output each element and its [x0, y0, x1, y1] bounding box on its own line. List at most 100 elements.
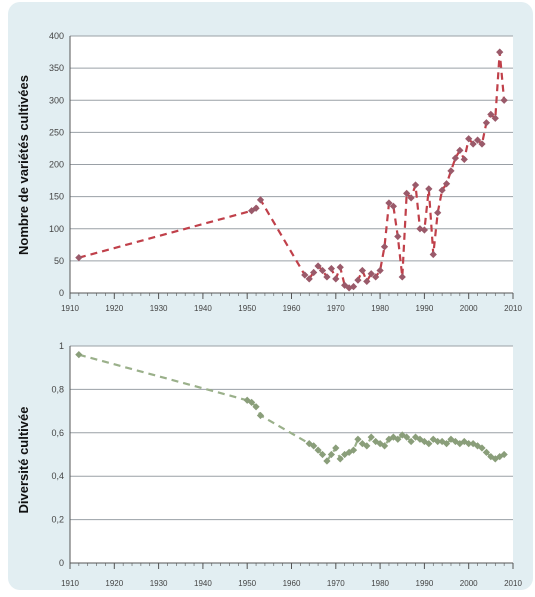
- y-tick-label: 0,4: [51, 471, 64, 481]
- data-point: [500, 96, 508, 104]
- y-tick-label: 0,8: [51, 384, 64, 394]
- data-point: [403, 189, 411, 198]
- data-point: [487, 110, 495, 119]
- x-tick-label: 1990: [416, 304, 434, 313]
- x-ticks: [69, 293, 514, 299]
- data-point: [451, 154, 460, 162]
- x-tick-label: 1980: [371, 579, 389, 588]
- x-tick-label: 2010: [504, 304, 522, 313]
- data-point: [336, 263, 344, 271]
- x-ticks: [69, 563, 514, 569]
- data-point: [420, 226, 429, 234]
- data-point: [482, 119, 491, 127]
- data-point: [363, 442, 371, 450]
- x-tick-label: 1930: [150, 579, 168, 588]
- x-tick-label: 1980: [371, 304, 389, 313]
- y-tick-label: 0: [59, 288, 64, 298]
- data-point: [496, 48, 504, 56]
- data-point: [358, 440, 367, 448]
- data-point: [407, 437, 415, 446]
- data-point: [425, 185, 433, 193]
- data-point: [341, 281, 349, 289]
- data-point: [442, 440, 451, 448]
- x-tick-label: 1920: [105, 579, 123, 588]
- data-point: [385, 199, 393, 207]
- x-tick-label: 1930: [150, 304, 168, 313]
- y-tick-label: 1: [59, 341, 64, 351]
- x-tick-label: 2010: [504, 579, 522, 588]
- x-tick-label: 1940: [194, 304, 212, 313]
- variety-count-chart: 0 50 100 150 200 250 300 350 400 1910 1920 1930 1940…: [16, 31, 522, 313]
- data-point: [380, 442, 389, 450]
- x-tick-label: 1960: [283, 304, 301, 313]
- data-point: [465, 135, 473, 143]
- data-point: [482, 448, 491, 456]
- y-tick-label: 0,6: [51, 428, 64, 438]
- data-point: [425, 440, 433, 448]
- data-point: [248, 207, 256, 215]
- y-tick-label: 400: [49, 31, 64, 41]
- y-tick-label: 300: [49, 95, 64, 105]
- data-point: [438, 186, 446, 194]
- data-point: [411, 181, 420, 189]
- data-point: [336, 455, 344, 463]
- plot-area: [70, 346, 513, 563]
- data-point: [332, 444, 340, 452]
- data-point: [500, 450, 508, 459]
- data-point: [332, 275, 340, 283]
- y-axis-label: Diversité cultivée: [16, 407, 31, 514]
- data-point: [252, 403, 260, 411]
- data-point: [380, 243, 389, 251]
- x-tick-label: 1920: [105, 304, 123, 313]
- y-tick-label: 0: [59, 558, 64, 568]
- y-tick-label: 200: [49, 160, 64, 170]
- x-tick-label: 1910: [61, 579, 79, 588]
- data-point: [429, 250, 437, 259]
- data-point: [367, 433, 375, 441]
- data-point: [407, 194, 415, 202]
- data-point: [442, 180, 451, 188]
- data-point: [75, 351, 83, 359]
- x-tick-label: 1960: [283, 579, 301, 588]
- y-tick-label: 350: [49, 63, 64, 73]
- data-point: [318, 450, 327, 459]
- x-tick-label: 2000: [460, 304, 478, 313]
- x-tick-label: 1910: [61, 304, 79, 313]
- data-point: [305, 275, 313, 283]
- x-tick-label: 1990: [416, 579, 434, 588]
- data-point: [478, 140, 486, 148]
- y-gridlines: [70, 35, 513, 262]
- data-point: [314, 446, 322, 454]
- data-point: [256, 411, 265, 420]
- series-points: [75, 48, 508, 292]
- data-point: [301, 271, 309, 279]
- data-point: [469, 140, 477, 148]
- data-point: [314, 262, 322, 270]
- data-point: [376, 266, 384, 275]
- x-tick-labels: 1910 1920 1930 1940 1950 1960 1970 1980 1990 2000…: [61, 304, 522, 313]
- data-point: [447, 167, 455, 175]
- data-point: [416, 225, 424, 233]
- data-point: [327, 264, 335, 273]
- data-point: [310, 268, 318, 277]
- data-point: [358, 266, 367, 275]
- data-point: [323, 457, 331, 465]
- x-tick-label: 1970: [327, 579, 345, 588]
- data-point: [349, 446, 358, 454]
- data-point: [460, 155, 468, 163]
- data-point: [349, 282, 358, 291]
- data-point: [323, 273, 331, 281]
- x-tick-label: 1970: [327, 304, 345, 313]
- data-point: [75, 254, 83, 262]
- data-point: [248, 398, 256, 407]
- data-point: [363, 277, 371, 286]
- data-point: [389, 202, 398, 210]
- x-tick-label: 1950: [238, 579, 256, 588]
- x-tick-label: 1950: [238, 304, 256, 313]
- data-point: [354, 435, 362, 443]
- data-point: [310, 442, 318, 450]
- y-tick-labels: 0 50 100 150 200 250 300 350 400: [49, 31, 64, 298]
